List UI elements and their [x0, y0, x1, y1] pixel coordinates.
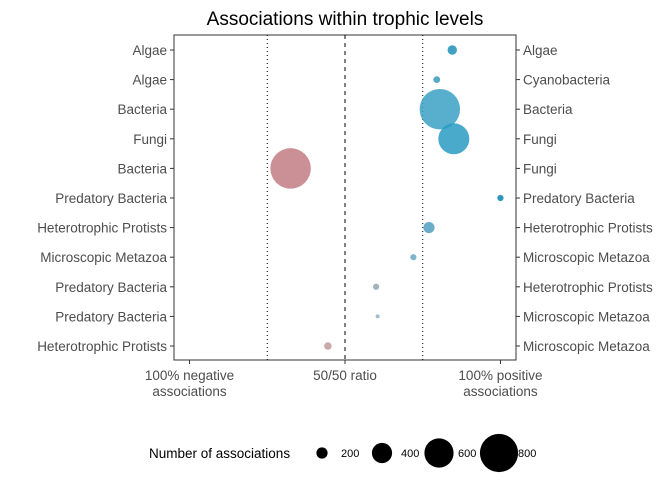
right-tick-label: Heterotrophic Protists [523, 221, 653, 236]
left-tick-label: Predatory Bacteria [55, 309, 167, 324]
right-tick-label: Fungi [523, 161, 557, 176]
data-point [423, 222, 435, 234]
data-point [324, 342, 332, 350]
data-points [270, 45, 504, 350]
right-tick-label: Microscopic Metazoa [523, 339, 650, 354]
legend-key-circle [479, 433, 519, 473]
left-tick-label: Heterotrophic Protists [37, 339, 167, 354]
legend-key-circle [371, 442, 393, 464]
x-tick-label: associations [463, 384, 538, 399]
right-tick-label: Cyanobacteria [523, 73, 611, 88]
left-tick-label: Heterotrophic Protists [37, 221, 167, 236]
data-point [375, 314, 380, 319]
right-axis: Algae Cyanobacteria Bacteria Fungi Fungi Pred… [516, 43, 653, 354]
left-tick-label: Predatory Bacteria [55, 191, 167, 206]
data-point [372, 283, 380, 290]
data-point [497, 194, 504, 202]
right-tick-label: Microscopic Metazoa [523, 250, 650, 265]
legend-key-label: 200 [341, 448, 359, 460]
data-point [433, 76, 441, 83]
left-tick-label: Algae [132, 73, 167, 88]
left-tick-label: Microscopic Metazoa [40, 250, 167, 265]
right-tick-label: Bacteria [523, 102, 573, 117]
left-axis: Algae Algae Bacteria Fungi Bacteria Predatory… [37, 43, 174, 354]
x-tick-label: associations [152, 384, 227, 399]
data-point [447, 45, 457, 55]
right-tick-label: Predatory Bacteria [523, 191, 635, 206]
legend-key-circle [316, 447, 328, 459]
data-point [270, 148, 311, 189]
data-point [438, 123, 470, 155]
x-tick-label: 50/50 ratio [313, 368, 377, 383]
legend-title: Number of associations [149, 446, 290, 461]
size-legend: Number of associations 200 400 600 800 [149, 433, 536, 473]
right-tick-label: Algae [523, 43, 558, 58]
left-tick-label: Bacteria [117, 161, 167, 176]
data-point [410, 254, 417, 261]
x-tick-label: 100% negative [145, 368, 234, 383]
right-tick-label: Fungi [523, 132, 557, 147]
legend-key-label: 800 [518, 448, 536, 460]
left-tick-label: Bacteria [117, 102, 167, 117]
left-tick-label: Fungi [133, 132, 167, 147]
x-tick-label: 100% positive [458, 368, 542, 383]
right-tick-label: Heterotrophic Protists [523, 280, 653, 295]
left-tick-label: Predatory Bacteria [55, 280, 167, 295]
legend-key-label: 600 [458, 448, 476, 460]
left-tick-label: Algae [132, 43, 167, 58]
chart-title: Associations within trophic levels [207, 9, 484, 30]
right-tick-label: Microscopic Metazoa [523, 309, 650, 324]
data-point [419, 88, 461, 130]
legend-key-circle [424, 438, 454, 468]
legend-key-label: 400 [401, 448, 419, 460]
reference-lines [266, 35, 424, 360]
